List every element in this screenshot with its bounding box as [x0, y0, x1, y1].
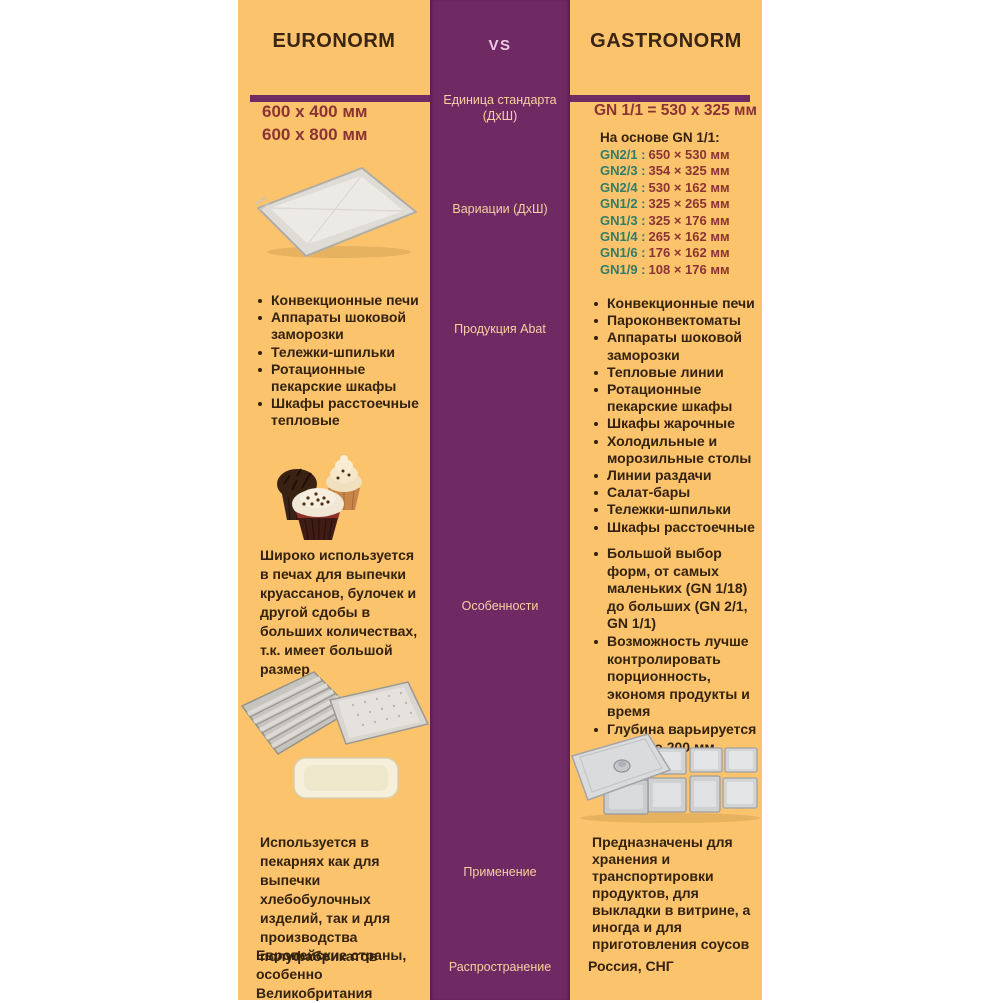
- euronorm-distribution-text: Европейские страны, особенно Великобрита…: [256, 947, 407, 1001]
- gastronorm-containers-image: [571, 733, 760, 823]
- gn-variation-item: GN2/1 :650 × 530 мм: [600, 147, 730, 162]
- label-variations: Вариации (ДхШ): [452, 202, 548, 216]
- product-item: Тепловые линии: [592, 364, 762, 381]
- gn-variation-item: GN2/4 :530 × 162 мм: [600, 179, 730, 195]
- category-column: VS Единица стандарта (ДхШ) Вариации (ДхШ…: [430, 0, 570, 1000]
- gastronorm-distribution-text: Россия, СНГ: [588, 958, 674, 974]
- product-item: Пароконвектоматы: [592, 312, 762, 329]
- euronorm-features-text: Широко используется в печах для выпечки …: [260, 547, 418, 677]
- gn-variation-item: GN2/3 :354 × 325 мм: [600, 163, 730, 179]
- gn-variation-item: GN1/9 :108 × 176 мм: [600, 261, 730, 277]
- euronorm-column: EURONORM 600 x 400 мм 600 x 800 мм Конве…: [238, 0, 430, 1001]
- product-item: Аппараты шоковой заморозки: [592, 329, 762, 363]
- product-item: Салат-бары: [592, 484, 762, 501]
- bakery-trays-image: [241, 671, 429, 799]
- gastronorm-products-list: Конвекционные печи Пароконвектоматы Аппара…: [592, 295, 762, 536]
- label-products: Продукция Abat: [454, 322, 546, 336]
- cupcakes-image: [277, 455, 362, 541]
- feature-item: Большой выбор форм, от самых маленьких (…: [592, 545, 762, 633]
- euronorm-products-list: Конвекционные печи Аппараты шоковой замор…: [256, 292, 430, 430]
- label-application: Применение: [463, 865, 537, 879]
- euronorm-standard-size: 600 x 400 мм 600 x 800 мм: [262, 102, 368, 144]
- header-divider-left: [250, 95, 430, 102]
- euronorm-application-text: Используется в пекарнях как для выпечки …: [260, 834, 391, 964]
- baking-sheet-image: [255, 167, 417, 258]
- product-item: Конвекционные печи: [592, 295, 762, 312]
- gn-variation-item: GN1/4 :265 × 162 мм: [600, 229, 730, 245]
- label-distribution: Распространение: [448, 960, 552, 974]
- label-standard-unit: Единица стандарта (ДхШ): [443, 93, 557, 123]
- product-item: Тележки-шпильки: [592, 501, 762, 518]
- product-item: Шкафы расстоечные тепловые: [256, 395, 430, 429]
- gastronorm-title: GASTRONORM: [590, 30, 742, 52]
- label-features: Особенности: [461, 599, 539, 613]
- gn-variation-item: GN1/2 :325 × 265 мм: [600, 196, 730, 212]
- gastronorm-features-list: Большой выбор форм, от самых маленьких (…: [592, 545, 762, 756]
- gastronorm-standard-size: GN 1/1 = 530 x 325 мм: [594, 102, 757, 119]
- euronorm-title: EURONORM: [272, 30, 396, 52]
- gn-variation-item: GN1/3 :325 × 176 мм: [600, 212, 730, 228]
- product-item: Аппараты шоковой заморозки: [256, 309, 430, 343]
- gn-variations-intro: На основе GN 1/1:: [600, 130, 720, 145]
- product-item: Линии раздачи: [592, 467, 762, 484]
- product-item: Шкафы жарочные: [592, 415, 762, 432]
- product-item: Ротационные пекарские шкафы: [256, 361, 430, 395]
- vs-label: VS: [488, 37, 512, 54]
- product-item: Ротационные пекарские шкафы: [592, 381, 762, 415]
- product-item: Холодильные и морозильные столы: [592, 433, 762, 467]
- comparison-infographic: EURONORM 600 x 400 мм 600 x 800 мм Конве…: [238, 0, 762, 1001]
- header-divider-right: [570, 95, 750, 102]
- gastronorm-application-text: Предназначены для хранения и транспортир…: [592, 834, 751, 952]
- product-item: Шкафы расстоечные: [592, 519, 762, 536]
- gn-variation-item: GN1/6 :176 × 162 мм: [600, 245, 730, 261]
- product-item: Конвекционные печи: [256, 292, 430, 309]
- product-item: Тележки-шпильки: [256, 344, 430, 361]
- gn-variations-list: GN2/1 :650 × 530 мм GN2/3 :354 × 325 мм …: [600, 147, 730, 278]
- gastronorm-column: GASTRONORM GN 1/1 = 530 x 325 мм На осно…: [570, 0, 762, 1000]
- feature-item: Возможность лучше контролировать порцион…: [592, 633, 762, 721]
